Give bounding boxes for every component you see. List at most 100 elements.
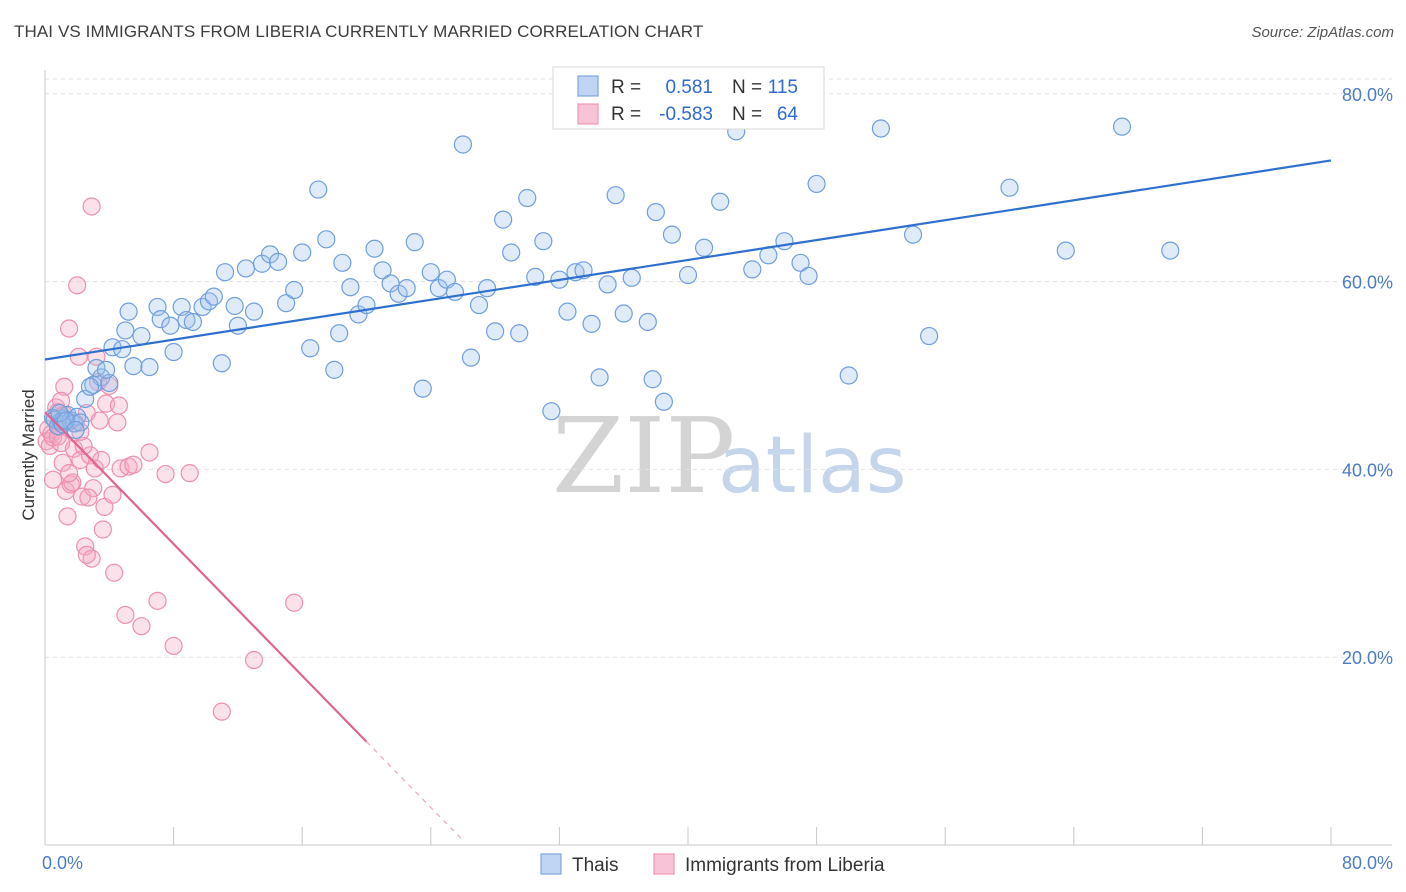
legend-r-value-liberia: -0.583 xyxy=(659,104,713,125)
thais-point xyxy=(920,326,939,346)
thais-point xyxy=(694,238,714,257)
thais-point xyxy=(268,252,288,271)
liberia-point xyxy=(108,413,127,432)
thais-point xyxy=(711,192,730,211)
thais-point xyxy=(68,407,87,426)
legend-n-value-liberia: 64 xyxy=(777,104,799,125)
bottom-legend-swatch-thais xyxy=(540,853,562,875)
liberia-point xyxy=(109,396,129,415)
thais-point xyxy=(116,321,135,340)
thais-point xyxy=(743,260,762,279)
thais-point xyxy=(1056,241,1075,260)
liberia-point xyxy=(285,593,304,612)
liberia-point xyxy=(116,605,135,625)
bottom-legend: Thais Immigrants from Liberia xyxy=(540,853,885,876)
thais-point xyxy=(124,356,143,376)
liberia-point xyxy=(84,479,103,498)
legend-r-label-liberia: R = xyxy=(611,104,641,125)
thais-point xyxy=(96,360,116,379)
thais-point xyxy=(469,295,489,315)
legend-n-value-thais: 115 xyxy=(768,77,798,98)
thais-point xyxy=(477,279,497,298)
thais-point xyxy=(1161,241,1180,260)
liberia-trend-extension xyxy=(366,741,464,841)
thais-point xyxy=(502,243,521,262)
liberia-point xyxy=(244,650,264,670)
gridlines xyxy=(45,78,1392,658)
axes xyxy=(44,70,1392,846)
liberia-point xyxy=(93,520,112,539)
legend-r-value-thais: 0.581 xyxy=(665,77,713,98)
thais-point xyxy=(50,403,69,423)
thais-point xyxy=(244,302,264,321)
thais-point xyxy=(236,259,256,278)
liberia-point xyxy=(82,197,101,216)
bottom-legend-liberia: Immigrants from Liberia xyxy=(685,855,885,876)
liberia-point xyxy=(71,450,90,470)
thais-point xyxy=(421,263,440,282)
liberia-point xyxy=(74,436,93,456)
chart-title: THAI VS IMMIGRANTS FROM LIBERIA CURRENTL… xyxy=(14,22,704,41)
thais-point xyxy=(1000,178,1019,197)
thais-point xyxy=(662,225,682,244)
y-tick-label: 40.0% xyxy=(1342,460,1393,480)
liberia-point xyxy=(92,450,111,470)
liberia-point xyxy=(132,617,151,636)
thais-point xyxy=(151,310,170,329)
thais-point xyxy=(775,232,794,251)
liberia-point xyxy=(90,411,109,430)
y-axis-title: Currently Married xyxy=(19,389,38,520)
thais-point xyxy=(638,312,657,332)
trend-lines xyxy=(44,159,1332,841)
liberia-point xyxy=(148,591,167,610)
liberia-trend-line xyxy=(44,411,368,743)
thais-point xyxy=(678,265,698,285)
thais-point xyxy=(534,232,553,251)
liberia-point xyxy=(79,488,98,507)
thais-point xyxy=(453,135,473,154)
thais-point xyxy=(225,296,244,316)
liberia-point xyxy=(60,319,79,338)
thais-point xyxy=(461,348,481,367)
thais-point xyxy=(518,188,537,208)
thais-point xyxy=(413,379,432,398)
thais-point xyxy=(204,287,223,306)
thais-point xyxy=(791,253,810,272)
y-tick-label: 20.0% xyxy=(1342,648,1393,668)
liberia-point xyxy=(68,276,87,295)
thais-point xyxy=(807,174,826,194)
legend-n-label-liberia: N = xyxy=(732,104,762,125)
thais-point xyxy=(486,322,505,341)
thais-point xyxy=(80,377,100,396)
thais-point xyxy=(132,326,151,346)
chart-source: Source: ZipAtlas.com xyxy=(1251,24,1394,41)
thais-point xyxy=(373,261,392,280)
liberia-point xyxy=(60,464,79,483)
legend-r-label-thais: R = xyxy=(611,77,641,98)
thais-point xyxy=(277,294,296,313)
liberia-point xyxy=(103,485,122,504)
thais-point xyxy=(799,266,818,286)
liberia-point xyxy=(69,347,88,366)
thais-point xyxy=(285,280,304,300)
watermark-zip: ZIP xyxy=(552,395,735,517)
thais-point xyxy=(643,370,662,389)
thais-trend-line xyxy=(44,159,1332,361)
top-legend: R = 0.581 N = 115 R = -0.583 N = 64 xyxy=(552,66,825,130)
thais-point xyxy=(622,268,641,287)
liberia-point xyxy=(212,702,231,721)
thais-point xyxy=(330,324,349,343)
liberia-point xyxy=(180,464,199,483)
thais-point xyxy=(654,392,673,411)
thais-point xyxy=(309,180,328,199)
thais-point xyxy=(558,302,577,321)
thais-point xyxy=(526,267,545,286)
liberia-point xyxy=(140,443,159,462)
liberia-point xyxy=(53,453,72,472)
thais-point xyxy=(494,210,513,229)
liberia-point xyxy=(58,507,77,526)
thais-point xyxy=(293,243,312,262)
liberia-point xyxy=(43,470,63,489)
thais-points xyxy=(43,117,1180,440)
